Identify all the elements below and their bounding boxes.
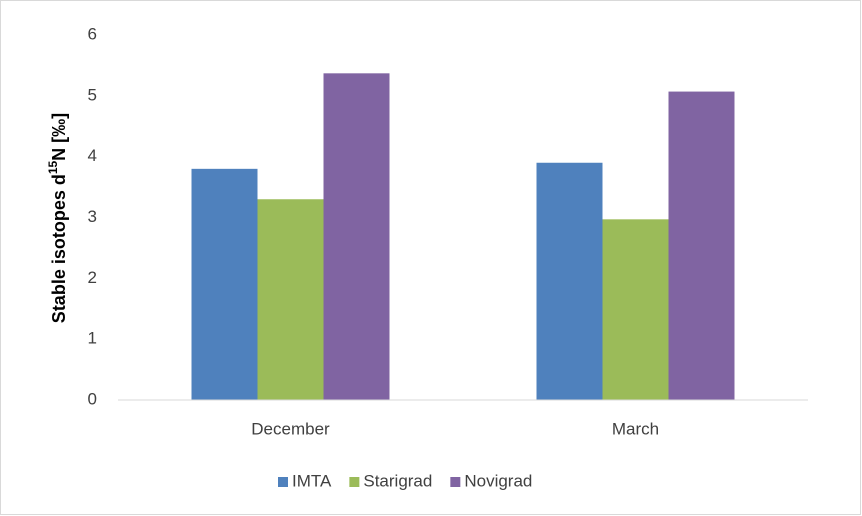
y-label-text: Stable isotopes d (49, 174, 69, 323)
y-tick-label: 4 (88, 146, 97, 165)
bar (191, 168, 258, 400)
legend-swatch (450, 477, 461, 487)
bar (323, 73, 390, 400)
y-label-text: N [‰] (49, 113, 69, 161)
bar (602, 219, 669, 400)
y-tick-label: 3 (88, 207, 97, 226)
y-tick-label: 2 (88, 268, 97, 287)
y-label-superscript: 15 (46, 160, 60, 174)
y-tick-label: 0 (88, 389, 97, 408)
legend-swatch (278, 477, 288, 487)
y-tick-label: 1 (88, 329, 97, 348)
x-tick-label: December (251, 419, 330, 438)
legend-label: Novigrad (464, 471, 532, 490)
legend-swatch (349, 477, 360, 487)
bar (536, 162, 603, 400)
x-tick-label: March (612, 419, 659, 438)
legend-label: IMTA (292, 471, 332, 490)
bar (257, 199, 324, 400)
y-axis-label: Stable isotopes d15N [‰] (46, 113, 69, 323)
y-tick-label: 5 (88, 85, 97, 104)
bar (668, 91, 735, 400)
legend-label: Starigrad (363, 471, 432, 490)
y-tick-label: 6 (88, 24, 97, 43)
